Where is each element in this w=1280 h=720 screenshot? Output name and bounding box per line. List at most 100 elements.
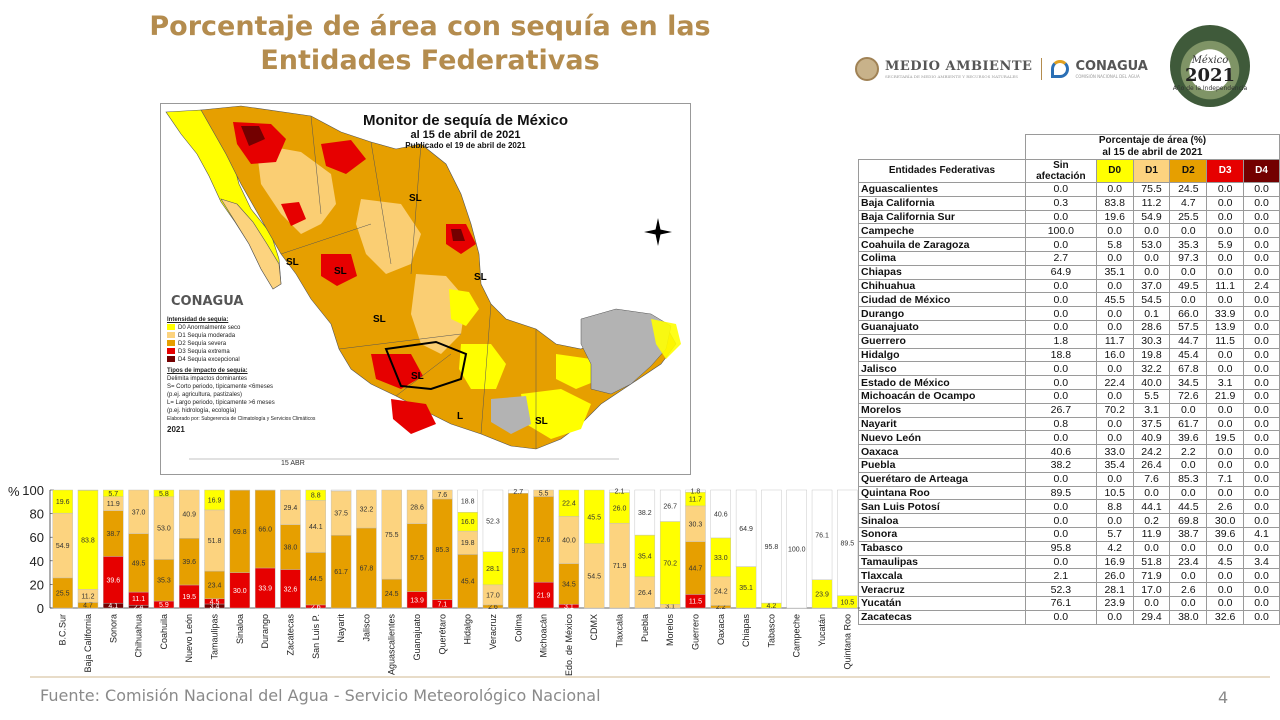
table-cell-entity: Veracruz bbox=[858, 582, 1026, 597]
table-cell-value: 49.5 bbox=[1169, 278, 1208, 294]
map-label-sl-3: SL bbox=[474, 272, 487, 283]
bar-value-label: 10.5 bbox=[841, 599, 855, 606]
bar-value-label: 11.2 bbox=[81, 593, 94, 600]
table-cell-value: 0.0 bbox=[1206, 264, 1245, 280]
table-cell-value: 0.0 bbox=[1095, 306, 1134, 321]
bar-value-label: 39.6 bbox=[182, 559, 196, 566]
bar-value-label: 24.2 bbox=[714, 589, 728, 596]
table-cell-value: 35.4 bbox=[1095, 457, 1134, 473]
x-tick-label: Tabasco bbox=[766, 614, 776, 648]
table-cell-value: 0.0 bbox=[1243, 540, 1280, 556]
table-cell-value: 19.8 bbox=[1132, 347, 1171, 363]
table-cell-value: 0.0 bbox=[1132, 485, 1171, 501]
table-row: Puebla 38.2 35.4 26.4 0.0 0.0 0.0 bbox=[858, 457, 1280, 473]
legend-swatch bbox=[167, 348, 175, 355]
table-cell-value: 0.0 bbox=[1024, 306, 1097, 321]
table-cell-entity: Yucatán bbox=[858, 595, 1026, 611]
bar-segment bbox=[685, 489, 706, 493]
table-cell-value: 24.5 bbox=[1169, 182, 1208, 197]
bar-value-label: 69.8 bbox=[233, 529, 247, 536]
bar-value-label: 19.6 bbox=[56, 499, 70, 506]
table-cell-value: 22.4 bbox=[1095, 375, 1134, 390]
table-row: Zacatecas 0.0 0.0 29.4 38.0 32.6 0.0 bbox=[858, 609, 1280, 625]
table-row: Sonora 0.0 5.7 11.9 38.7 39.6 4.1 bbox=[858, 526, 1280, 542]
x-tick-label: Durango bbox=[260, 614, 270, 649]
bar-value-label: 64.9 bbox=[739, 526, 753, 533]
table-cell-value: 8.8 bbox=[1095, 499, 1134, 515]
table-cell-value: 44.1 bbox=[1132, 499, 1171, 515]
table-row: Oaxaca 40.6 33.0 24.2 2.2 0.0 0.0 bbox=[858, 444, 1280, 459]
bar-value-label: 70.2 bbox=[663, 560, 677, 567]
bar-value-label: 2.1 bbox=[615, 489, 625, 496]
table-cell-value: 28.1 bbox=[1095, 582, 1134, 597]
table-cell-value: 0.0 bbox=[1243, 250, 1280, 266]
table-cell-value: 11.7 bbox=[1095, 333, 1134, 349]
bar-segment bbox=[609, 489, 630, 493]
bar-value-label: 37.0 bbox=[132, 509, 146, 516]
map-year: 2021 bbox=[167, 425, 185, 434]
bar-value-label: 26.7 bbox=[663, 503, 677, 510]
table-cell-value: 0.0 bbox=[1095, 361, 1134, 377]
y-tick-label: 40 bbox=[30, 554, 44, 569]
map-label-sl-7: SL bbox=[535, 416, 548, 427]
impact-s2: (p.ej. agricultura, pastizales) bbox=[167, 392, 243, 398]
table-cell-value: 11.2 bbox=[1132, 195, 1171, 211]
legend-label: D4 Sequía excepcional bbox=[178, 357, 240, 363]
bar-value-label: 23.9 bbox=[815, 591, 829, 598]
x-tick-label: Colima bbox=[513, 614, 523, 642]
table-cell-entity: Campeche bbox=[858, 223, 1026, 239]
bar-value-label: 45.5 bbox=[587, 514, 601, 521]
bar-value-label: 2.4 bbox=[134, 604, 144, 611]
table-row: Veracruz 52.3 28.1 17.0 2.6 0.0 0.0 bbox=[858, 582, 1280, 597]
bar-segment bbox=[305, 489, 326, 501]
table-cell-value: 25.5 bbox=[1169, 209, 1208, 225]
table-cell-value: 70.2 bbox=[1095, 402, 1134, 418]
table-cell-value: 0.0 bbox=[1132, 223, 1171, 239]
table-cell-value: 0.0 bbox=[1095, 430, 1134, 446]
map-label-sl-4: SL bbox=[373, 314, 386, 325]
table-cell-entity: Chiapas bbox=[858, 264, 1026, 280]
table-cell-entity: Durango bbox=[858, 306, 1026, 321]
table-cell-value: 0.0 bbox=[1206, 209, 1245, 225]
bar-segment bbox=[153, 489, 175, 498]
bar-segment bbox=[837, 489, 858, 596]
bar-value-label: 30.3 bbox=[689, 521, 703, 528]
table-cell-value: 0.0 bbox=[1024, 278, 1097, 294]
bar-value-label: 21.9 bbox=[537, 593, 551, 600]
badge-caption: Año de la Independencia bbox=[1172, 85, 1248, 92]
x-tick-label: Coahuila bbox=[159, 614, 169, 650]
table-cell-value: 0.0 bbox=[1243, 444, 1280, 459]
table-cell-value: 2.6 bbox=[1206, 499, 1245, 515]
bar-segment bbox=[179, 489, 200, 539]
table-cell-value: 7.1 bbox=[1206, 471, 1245, 487]
bar-value-label: 53.0 bbox=[157, 526, 171, 533]
bar-value-label: 29.4 bbox=[284, 505, 298, 512]
x-tick-label: Sinaloa bbox=[235, 614, 245, 644]
table-cell-value: 0.0 bbox=[1024, 513, 1097, 528]
legend-swatch bbox=[167, 332, 175, 339]
bar-value-label: 51.8 bbox=[208, 538, 222, 545]
bar-segment bbox=[735, 489, 757, 567]
bar-value-label: 57.5 bbox=[410, 555, 424, 562]
table-cell-value: 0.0 bbox=[1206, 444, 1245, 459]
table-row: Durango 0.0 0.0 0.1 66.0 33.9 0.0 bbox=[858, 306, 1280, 321]
table-cell-value: 28.6 bbox=[1132, 319, 1171, 335]
timeline-month: ABR bbox=[290, 460, 305, 467]
bar-value-label: 3.4 bbox=[210, 603, 220, 610]
legend-item-d3: D3 Sequía extrema bbox=[167, 348, 315, 356]
table-cell-value: 0.0 bbox=[1206, 250, 1245, 266]
table-cell-value: 0.0 bbox=[1024, 182, 1097, 197]
bar-value-label: 2.6 bbox=[311, 604, 321, 611]
compass-icon bbox=[644, 218, 672, 246]
title-line1: Porcentaje de área con sequía en las bbox=[149, 11, 711, 42]
bar-value-label: 28.1 bbox=[486, 566, 500, 573]
table-cell-value: 0.0 bbox=[1095, 609, 1134, 625]
bar-value-label: 39.6 bbox=[106, 577, 120, 584]
slide-title: Porcentaje de área con sequía en las Ent… bbox=[100, 10, 760, 78]
table-cell-value: 23.4 bbox=[1169, 554, 1208, 570]
bar-value-label: 71.9 bbox=[613, 563, 627, 570]
bar-segment bbox=[508, 489, 529, 494]
table-row: Michoacán de Ocampo 0.0 0.0 5.5 72.6 21.9 0.0 bbox=[858, 388, 1280, 404]
table-cell-entity: Estado de México bbox=[858, 375, 1026, 390]
table-row: Jalisco 0.0 0.0 32.2 67.8 0.0 0.0 bbox=[858, 361, 1280, 377]
